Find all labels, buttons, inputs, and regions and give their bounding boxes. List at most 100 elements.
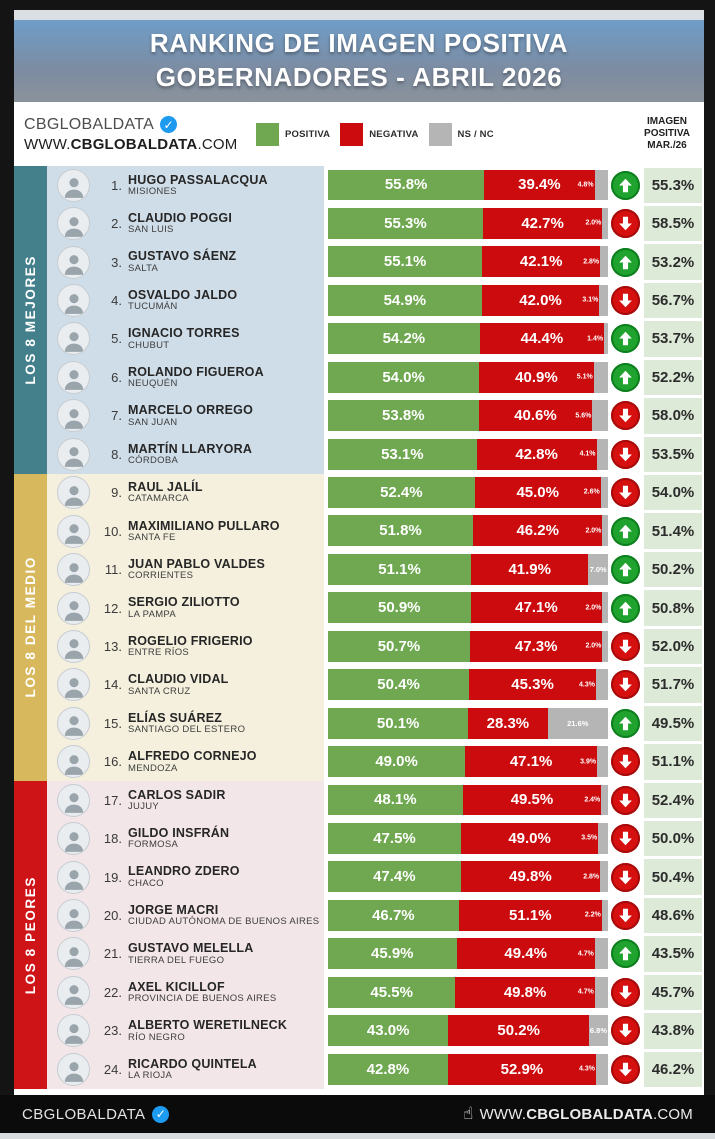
trend-cell bbox=[608, 742, 642, 781]
nsnc-value-label: 5.6% bbox=[575, 412, 592, 420]
negative-segment: 47.3% bbox=[469, 630, 603, 662]
trend-up-icon bbox=[610, 593, 640, 623]
governor-name: JUAN PABLO VALDES bbox=[128, 556, 265, 571]
previous-value: 54.0% bbox=[644, 475, 702, 511]
positive-segment: 43.0% bbox=[328, 1015, 449, 1047]
positive-segment: 50.4% bbox=[328, 669, 470, 701]
person-names: ELÍAS SUÁREZ SANTIAGO DEL ESTERO bbox=[128, 711, 245, 736]
avatar bbox=[57, 591, 90, 625]
province-name: CÓRDOBA bbox=[128, 455, 179, 466]
trend-down-icon bbox=[610, 286, 640, 316]
bar-cell: 50.1% 28.3% 21.6% bbox=[324, 704, 608, 743]
negative-segment: 49.0% bbox=[461, 822, 599, 854]
nsnc-value-label: 4.1% bbox=[579, 450, 596, 458]
stacked-bar: 47.4% 49.8% 2.8% bbox=[328, 861, 608, 893]
previous-value: 51.7% bbox=[644, 667, 702, 703]
previous-value: 56.7% bbox=[644, 282, 702, 319]
table-row: 11. JUAN PABLO VALDES CORRIENTES 51.1% 41.9%… bbox=[47, 550, 704, 589]
governor-name: CARLOS SADIR bbox=[128, 787, 226, 802]
previous-cell: 55.3% bbox=[642, 166, 704, 205]
stacked-bar: 50.7% 47.3% 2.0% bbox=[328, 630, 608, 662]
stacked-bar: 45.5% 49.8% 4.7% bbox=[328, 976, 608, 1008]
bottom-strip bbox=[0, 1133, 715, 1139]
province-name: JUJUY bbox=[128, 800, 160, 812]
trend-up-icon bbox=[610, 939, 640, 969]
nsnc-segment bbox=[598, 822, 608, 854]
brand-url-bold: CBGLOBALDATA bbox=[70, 135, 198, 153]
trend-cell bbox=[608, 934, 642, 974]
previous-cell: 51.1% bbox=[642, 742, 704, 781]
nsnc-value-label: 4.7% bbox=[577, 988, 594, 996]
governor-name: AXEL KICILLOF bbox=[128, 979, 225, 994]
person-cell: 23. ALBERTO WERETILNECK RÍO NEGRO bbox=[47, 1011, 324, 1051]
province-name: ENTRE RÍOS bbox=[128, 647, 190, 659]
brand-legend-bar: CBGLOBALDATA ✓ WWW.CBGLOBALDATA.COM POSI… bbox=[14, 102, 704, 166]
previous-cell: 49.5% bbox=[642, 704, 704, 743]
positive-segment: 47.5% bbox=[328, 822, 461, 854]
previous-value: 46.2% bbox=[644, 1051, 702, 1087]
person-cell: 13. ROGELIO FRIGERIO ENTRE RÍOS bbox=[47, 627, 324, 666]
bar-cell: 50.7% 47.3% 2.0% bbox=[324, 627, 608, 666]
trend-cell bbox=[608, 819, 642, 858]
person-cell: 11. JUAN PABLO VALDES CORRIENTES bbox=[47, 550, 324, 589]
avatar bbox=[57, 899, 90, 933]
person-cell: 9. RAUL JALÍL CATAMARCA bbox=[47, 473, 324, 512]
person-cell: 8. MARTÍN LLARYORA CÓRDOBA bbox=[47, 435, 324, 474]
brand-url[interactable]: WWW.CBGLOBALDATA.COM bbox=[24, 136, 242, 153]
previous-value: 53.2% bbox=[644, 244, 702, 280]
table-row: 16. ALFREDO CORNEJO MENDOZA 49.0% 47.1% 3.9% 5… bbox=[47, 742, 704, 781]
bar-cell: 43.0% 50.2% 6.8% bbox=[324, 1011, 608, 1051]
bar-cell: 48.1% 49.5% 2.4% bbox=[324, 781, 608, 820]
stacked-bar: 50.1% 28.3% 21.6% bbox=[328, 707, 608, 739]
negative-segment: 40.6% bbox=[478, 400, 593, 432]
trend-up-icon bbox=[610, 324, 640, 354]
table-row: 22. AXEL KICILLOF PROVINCIA DE BUENOS AIRE… bbox=[47, 973, 704, 1012]
person-names: GILDO INSFRÁN FORMOSA bbox=[128, 826, 229, 851]
brand-name: CBGLOBALDATA bbox=[24, 115, 155, 133]
rank-number: 11. bbox=[104, 562, 122, 578]
bar-cell: 47.5% 49.0% 3.5% bbox=[324, 819, 608, 858]
table-row: 21. GUSTAVO MELELLA TIERRA DEL FUEGO 45.9% 4… bbox=[47, 934, 704, 974]
positive-segment: 55.8% bbox=[328, 169, 485, 201]
positive-segment: 53.8% bbox=[328, 400, 479, 432]
trend-down-icon bbox=[610, 631, 640, 661]
previous-value: 51.1% bbox=[644, 744, 702, 780]
province-name: SANTA FE bbox=[128, 531, 176, 543]
nsnc-value-label: 2.0% bbox=[585, 219, 602, 227]
footer-url[interactable]: ☝ WWW.CBGLOBALDATA.COM bbox=[463, 1104, 693, 1124]
person-names: MARCELO ORREGO SAN JUAN bbox=[128, 403, 253, 428]
nsnc-segment bbox=[592, 400, 608, 432]
positive-segment: 45.9% bbox=[328, 938, 457, 970]
governor-name: ELÍAS SUÁREZ bbox=[128, 710, 223, 725]
province-name: CHUBUT bbox=[128, 339, 170, 351]
nsnc-value-label: 2.8% bbox=[583, 258, 600, 266]
governor-name: HUGO PASSALACQUA bbox=[128, 172, 268, 187]
negative-segment: 52.9% bbox=[447, 1053, 596, 1085]
bar-cell: 51.1% 41.9% 7.0% bbox=[324, 550, 608, 589]
positive-segment: 51.8% bbox=[328, 515, 474, 547]
rank-number: 22. bbox=[103, 984, 122, 1000]
governor-name: IGNACIO TORRES bbox=[128, 326, 240, 341]
nsnc-value-label: 2.0% bbox=[585, 642, 602, 650]
trend-cell bbox=[608, 704, 642, 743]
person-names: JUAN PABLO VALDES CORRIENTES bbox=[128, 557, 265, 582]
previous-value: 50.2% bbox=[644, 551, 702, 588]
legend-item: POSITIVA bbox=[256, 122, 330, 146]
section-label: LOS 8 MEJORES bbox=[23, 254, 38, 385]
avatar bbox=[57, 514, 90, 548]
avatar bbox=[57, 1052, 90, 1086]
table-row: 1. HUGO PASSALACQUA MISIONES 55.8% 39.4% 4.8%… bbox=[47, 166, 704, 205]
negative-segment: 51.1% bbox=[458, 899, 602, 931]
stacked-bar: 50.9% 47.1% 2.0% bbox=[328, 592, 608, 624]
trend-down-icon bbox=[610, 785, 640, 815]
avatar bbox=[57, 783, 90, 817]
governor-name: MARCELO ORREGO bbox=[128, 403, 254, 418]
table-row: 2. CLAUDIO POGGI SAN LUIS 55.3% 42.7% 2.0% 58.… bbox=[47, 204, 704, 243]
previous-cell: 53.5% bbox=[642, 435, 704, 474]
section-rows: 17. CARLOS SADIR JUJUY 48.1% 49.5% 2.4% 52.4% 1… bbox=[47, 781, 704, 1089]
nsnc-segment: 6.8% bbox=[588, 1015, 608, 1047]
table-row: 9. RAUL JALÍL CATAMARCA 52.4% 45.0% 2.6% 54.0% bbox=[47, 473, 704, 512]
footer-brand-name: CBGLOBALDATA bbox=[22, 1105, 146, 1123]
nsnc-segment bbox=[600, 477, 608, 508]
person-cell: 7. MARCELO ORREGO SAN JUAN bbox=[47, 396, 324, 436]
